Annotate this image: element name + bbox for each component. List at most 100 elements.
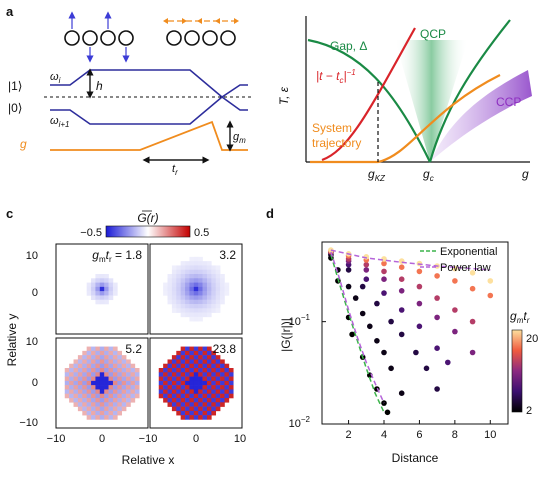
heatmap-cell — [202, 406, 208, 412]
heatmap-cell — [104, 278, 109, 283]
heatmap-cell — [206, 350, 212, 356]
heatmap-cell — [215, 385, 221, 390]
heatmap-cell — [202, 363, 208, 369]
heatmap-cell — [108, 385, 114, 390]
trajectory-label-1: System — [312, 121, 352, 135]
heatmap-cell — [121, 406, 127, 412]
heatmap-cell — [185, 376, 190, 382]
heatmap-cell — [73, 363, 79, 369]
heatmap-cell — [215, 368, 221, 373]
heatmap-cell — [99, 299, 105, 305]
heatmap-cell — [180, 295, 186, 301]
heatmap-cell — [112, 406, 118, 412]
data-point — [469, 349, 476, 356]
heatmap-cell — [198, 316, 203, 322]
heatmap-cell — [211, 308, 217, 313]
heatmap-cell — [215, 278, 221, 283]
heatmap-cell — [77, 368, 83, 373]
heatmap-cell — [91, 359, 96, 365]
heatmap-cell — [180, 286, 186, 292]
heatmap-cell — [220, 278, 225, 283]
heatmap-cell — [211, 385, 217, 390]
heatmap-cell — [91, 398, 96, 403]
x-tick-label: 10 — [484, 429, 496, 441]
heatmap-cell — [104, 355, 109, 360]
heatmap-cell — [202, 380, 208, 386]
heatmap-cell — [198, 389, 203, 395]
heatmap-cell — [180, 389, 186, 395]
heatmap-cell — [176, 393, 181, 399]
heatmap-cell — [193, 278, 199, 283]
heatmap-cell — [99, 398, 105, 403]
heatmap-cell — [73, 372, 79, 377]
heatmap-cell — [215, 372, 221, 377]
heatmap-cell — [112, 389, 118, 395]
heatmap-cell — [215, 265, 221, 271]
heatmap-cell — [108, 393, 114, 399]
heatmap-cell — [180, 312, 186, 318]
heatmap-cell — [99, 295, 105, 301]
heatmap-cell — [86, 410, 92, 416]
heatmap-cell — [211, 402, 217, 407]
heatmap-cell — [171, 376, 177, 382]
heatmap-cell — [189, 256, 195, 262]
heatmap-cell — [104, 385, 109, 390]
heatmap-cell — [163, 398, 168, 403]
heatmap-cell — [224, 291, 230, 296]
data-point — [469, 270, 476, 276]
heatmap-cell — [215, 359, 221, 365]
heatmap-cell — [193, 350, 199, 356]
heatmap-cell — [180, 385, 186, 390]
x-tick: −10 — [47, 433, 66, 445]
heatmap-cell — [163, 385, 168, 390]
data-point — [388, 318, 394, 325]
heatmap-cell — [171, 286, 177, 292]
heatmap-cell — [189, 291, 195, 296]
heatmap-cell — [104, 393, 109, 399]
heatmap-cell — [220, 274, 225, 279]
heatmap-cell — [211, 376, 217, 382]
data-point — [423, 365, 430, 372]
heatmap-cell — [117, 363, 123, 369]
heatmap-cell — [189, 295, 195, 301]
panel-a: a |1⟩ |0⟩ ωi ωi+1 h — [6, 4, 252, 177]
heatmap-cell — [112, 385, 118, 390]
heatmap-cell — [202, 286, 208, 292]
level-omega-i — [50, 69, 248, 98]
heatmap-cell — [211, 299, 217, 305]
heatmap-cell — [193, 359, 199, 365]
heatmap-cell — [176, 380, 181, 386]
heatmap-cell — [185, 385, 190, 390]
heatmap-cell — [189, 286, 195, 292]
heatmap-cell — [77, 393, 83, 399]
heatmap-cell — [108, 355, 114, 360]
heatmap-cell — [180, 355, 186, 360]
data-point — [381, 260, 387, 267]
heatmap-cell — [206, 299, 212, 305]
data-point — [452, 328, 458, 335]
heatmap-cell — [91, 368, 96, 373]
heatmap-cell — [99, 274, 105, 279]
heatmap-cell — [167, 393, 173, 399]
heatmap-cell — [215, 398, 221, 403]
heatmap-cell — [77, 372, 83, 377]
heatmap-cell — [193, 269, 199, 275]
heatmap-value-label: gmtr = 1.8 — [92, 248, 142, 264]
heatmap-cell — [176, 363, 181, 369]
heatmap-cell — [180, 372, 186, 377]
heatmap-cell — [73, 385, 79, 390]
heatmap-cell — [64, 372, 70, 377]
panel-d-label: d — [266, 206, 274, 221]
heatmap-cell — [86, 385, 92, 390]
heatmap-cell — [180, 308, 186, 313]
heatmap-cell — [86, 406, 92, 412]
heatmap-cell — [176, 410, 181, 416]
heatmap-cell — [99, 385, 105, 390]
heatmap-cell — [99, 415, 105, 420]
heatmap-cell — [189, 308, 195, 313]
heatmap-cell — [99, 363, 105, 369]
heatmap-cell — [176, 282, 181, 288]
heatmap-cell — [99, 376, 105, 382]
heatmap-cell — [189, 389, 195, 395]
heatmap-2: 3.2 — [149, 243, 243, 335]
